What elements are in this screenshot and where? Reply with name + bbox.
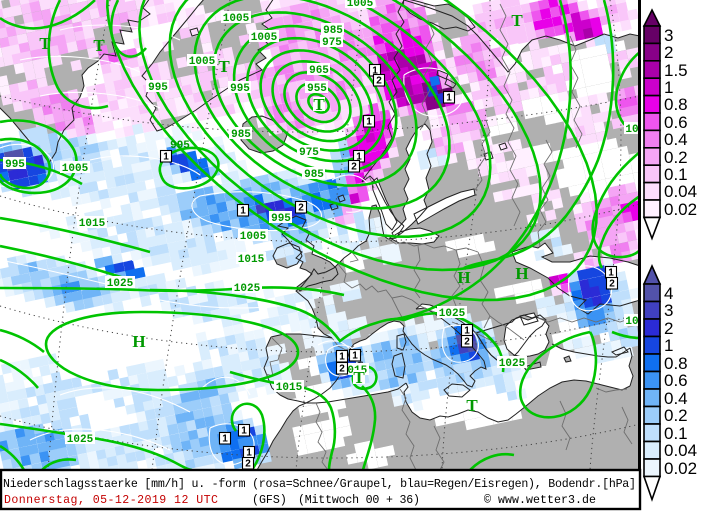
svg-text:955: 955 <box>307 83 327 95</box>
svg-text:2: 2 <box>664 43 673 62</box>
svg-text:1: 1 <box>241 426 247 437</box>
svg-text:1: 1 <box>339 352 345 363</box>
svg-text:0.4: 0.4 <box>664 130 688 149</box>
svg-text:H: H <box>457 268 470 287</box>
svg-text:1: 1 <box>446 93 452 104</box>
svg-text:T: T <box>313 95 325 114</box>
svg-text:0.2: 0.2 <box>664 406 688 425</box>
svg-text:995: 995 <box>170 140 190 152</box>
svg-text:2: 2 <box>376 76 382 87</box>
svg-text:1025: 1025 <box>439 308 466 320</box>
svg-text:2: 2 <box>245 459 251 470</box>
svg-text:0.04: 0.04 <box>664 182 697 201</box>
svg-text:1015: 1015 <box>238 254 265 266</box>
svg-text:(GFS): (GFS) <box>252 494 287 507</box>
svg-text:1: 1 <box>246 448 252 459</box>
svg-text:1: 1 <box>366 117 372 128</box>
svg-text:995: 995 <box>5 159 25 171</box>
svg-text:995: 995 <box>230 83 250 95</box>
svg-text:H: H <box>132 332 145 351</box>
svg-text:0.02: 0.02 <box>664 459 697 478</box>
svg-text:1025: 1025 <box>234 283 261 295</box>
svg-text:985: 985 <box>304 169 324 181</box>
svg-text:1: 1 <box>163 152 169 163</box>
svg-text:995: 995 <box>271 213 291 225</box>
svg-text:0.04: 0.04 <box>664 441 697 460</box>
svg-text:10: 10 <box>625 124 638 136</box>
svg-text:1: 1 <box>464 326 470 337</box>
svg-text:1: 1 <box>222 434 228 445</box>
svg-text:T: T <box>39 34 51 53</box>
svg-text:10: 10 <box>625 316 638 328</box>
svg-text:1015: 1015 <box>79 218 106 230</box>
svg-text:1005: 1005 <box>240 231 267 243</box>
svg-text:(Mittwoch 00 + 36): (Mittwoch 00 + 36) <box>298 494 420 507</box>
svg-text:Niederschlagsstaerke [mm/h] u.: Niederschlagsstaerke [mm/h] u. -form (ro… <box>3 478 636 491</box>
svg-text:2: 2 <box>339 364 345 375</box>
svg-text:1005: 1005 <box>347 0 374 10</box>
svg-text:2: 2 <box>609 279 615 290</box>
svg-text:T: T <box>93 36 105 55</box>
svg-text:Donnerstag, 05-12-2019 12 UTC: Donnerstag, 05-12-2019 12 UTC <box>4 494 218 507</box>
svg-text:1005: 1005 <box>189 56 216 68</box>
svg-text:0.02: 0.02 <box>664 200 697 219</box>
svg-text:1005: 1005 <box>251 32 278 44</box>
svg-text:H: H <box>515 264 528 283</box>
svg-text:2: 2 <box>298 203 304 214</box>
svg-text:T: T <box>218 57 230 76</box>
svg-text:985: 985 <box>231 129 251 141</box>
svg-text:1005: 1005 <box>62 163 89 175</box>
svg-text:1015: 1015 <box>276 382 303 394</box>
svg-text:1: 1 <box>352 351 358 362</box>
svg-text:3: 3 <box>664 301 673 320</box>
svg-text:1: 1 <box>664 336 673 355</box>
svg-text:1: 1 <box>608 268 614 279</box>
svg-text:1: 1 <box>240 206 246 217</box>
svg-text:T: T <box>511 11 523 30</box>
svg-text:1005: 1005 <box>223 13 250 25</box>
svg-text:© www.wetter3.de: © www.wetter3.de <box>484 494 596 507</box>
svg-text:995: 995 <box>148 82 168 94</box>
svg-text:1025: 1025 <box>67 434 94 446</box>
svg-text:1025: 1025 <box>107 278 134 290</box>
svg-text:T: T <box>466 396 478 415</box>
svg-text:975: 975 <box>299 147 319 159</box>
svg-text:2: 2 <box>464 337 470 348</box>
svg-text:1025: 1025 <box>499 358 526 370</box>
svg-text:0.8: 0.8 <box>664 95 688 114</box>
svg-text:T: T <box>353 368 365 387</box>
svg-text:2: 2 <box>351 162 357 173</box>
svg-text:0.6: 0.6 <box>664 371 688 390</box>
svg-text:965: 965 <box>309 65 329 77</box>
svg-text:975: 975 <box>322 37 342 49</box>
